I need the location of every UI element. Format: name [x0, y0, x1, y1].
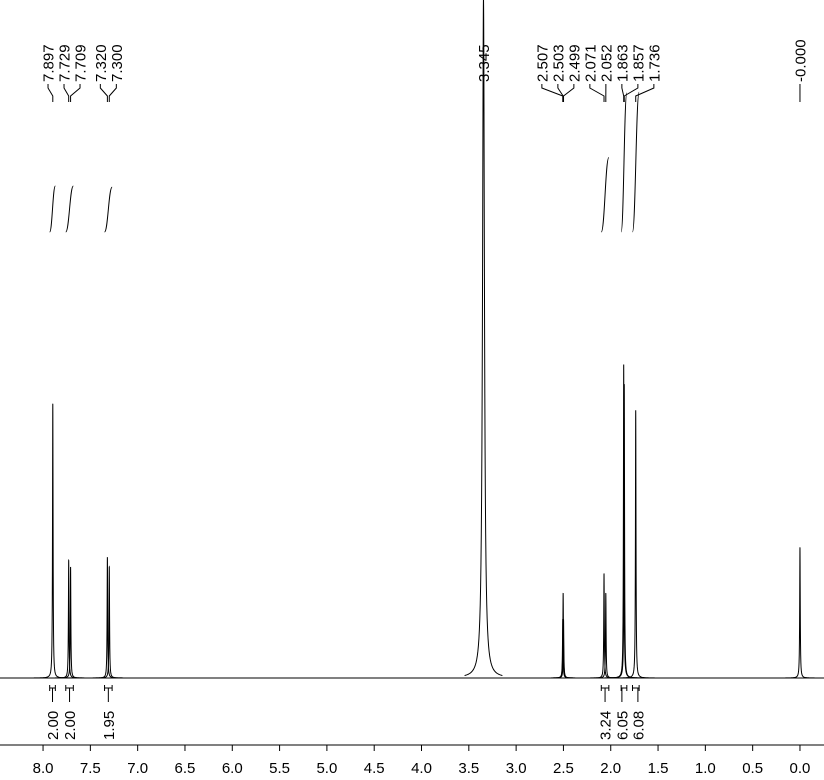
x-tick-label: 5.0	[316, 760, 337, 777]
peak-label: 2.052	[598, 44, 615, 82]
x-tick-label: 4.5	[364, 760, 385, 777]
peak-label: 7.709	[73, 44, 90, 82]
peak-label-leader	[623, 84, 639, 102]
peak-label: 7.897	[41, 44, 58, 82]
integral-bracket	[632, 685, 640, 702]
integral-curve	[104, 186, 113, 233]
integral-bracket	[600, 685, 610, 702]
peak-label-leader	[621, 84, 625, 102]
integral-bracket	[620, 685, 628, 702]
peak-label: 3.345	[476, 44, 493, 82]
peak-label-leader	[541, 84, 564, 102]
peak	[616, 410, 655, 679]
peak-label: 7.729	[57, 44, 74, 82]
x-tick-label: 4.0	[411, 760, 432, 777]
peak	[544, 619, 583, 679]
x-tick-label: 6.0	[222, 760, 243, 777]
peak-label: 2.503	[550, 44, 567, 82]
peak-label-leader	[563, 84, 575, 102]
integral-label: 1.95	[101, 711, 118, 740]
integral-bracket	[104, 685, 113, 702]
integral-curve	[632, 91, 640, 233]
peak-label: 2.499	[566, 44, 583, 82]
integral-curve	[65, 185, 74, 233]
integral-curve	[600, 156, 610, 233]
peak	[781, 547, 819, 679]
x-tick-label: 6.5	[175, 760, 196, 777]
peak-label: 1.857	[630, 44, 647, 82]
x-tick-label: 0.0	[790, 760, 811, 777]
x-tick-label: 8.0	[33, 760, 54, 777]
integral-label: 3.24	[598, 711, 615, 740]
peak-label: 2.071	[582, 44, 599, 82]
peak	[605, 384, 644, 679]
peak-label-leader	[589, 84, 605, 102]
peak	[585, 573, 623, 679]
x-tick-label: 3.5	[458, 760, 479, 777]
integral-label: 6.08	[630, 711, 647, 740]
integral-curve	[620, 92, 628, 233]
x-tick-label: 7.5	[80, 760, 101, 777]
peak-label-leader	[99, 84, 108, 102]
peak	[51, 566, 90, 679]
integral-bracket	[49, 685, 56, 702]
peak-label: 7.320	[93, 44, 110, 82]
x-tick-label: 2.0	[600, 760, 621, 777]
peak-label: 1.863	[614, 44, 631, 82]
x-tick-label: 0.5	[742, 760, 763, 777]
x-tick-label: 5.5	[269, 760, 290, 777]
peak-label: 7.300	[109, 44, 126, 82]
integral-label: 2.00	[45, 711, 62, 740]
peak-label-leader	[63, 84, 70, 102]
peak-label-leader	[108, 84, 117, 102]
x-tick-label: 3.0	[506, 760, 527, 777]
peak-label-leader	[70, 84, 81, 102]
integral-label: 2.00	[62, 711, 79, 740]
x-tick-label: 1.5	[648, 760, 669, 777]
integral-label: 6.05	[614, 711, 631, 740]
peak-label-leader	[47, 84, 54, 102]
peak	[49, 558, 88, 679]
peak-label: -0.000	[792, 39, 809, 82]
peak	[88, 557, 127, 679]
peak-label-leader	[635, 84, 655, 102]
integral-curve	[49, 185, 56, 233]
peak	[90, 565, 129, 679]
peak	[464, 0, 503, 677]
x-tick-label: 1.0	[695, 760, 716, 777]
x-tick-label: 2.5	[553, 760, 574, 777]
peak-label: 1.736	[646, 44, 663, 82]
peak-label: 2.507	[534, 44, 551, 82]
x-tick-label: 7.0	[127, 760, 148, 777]
peak	[586, 592, 625, 679]
peak	[33, 403, 72, 679]
integral-bracket	[65, 685, 74, 702]
